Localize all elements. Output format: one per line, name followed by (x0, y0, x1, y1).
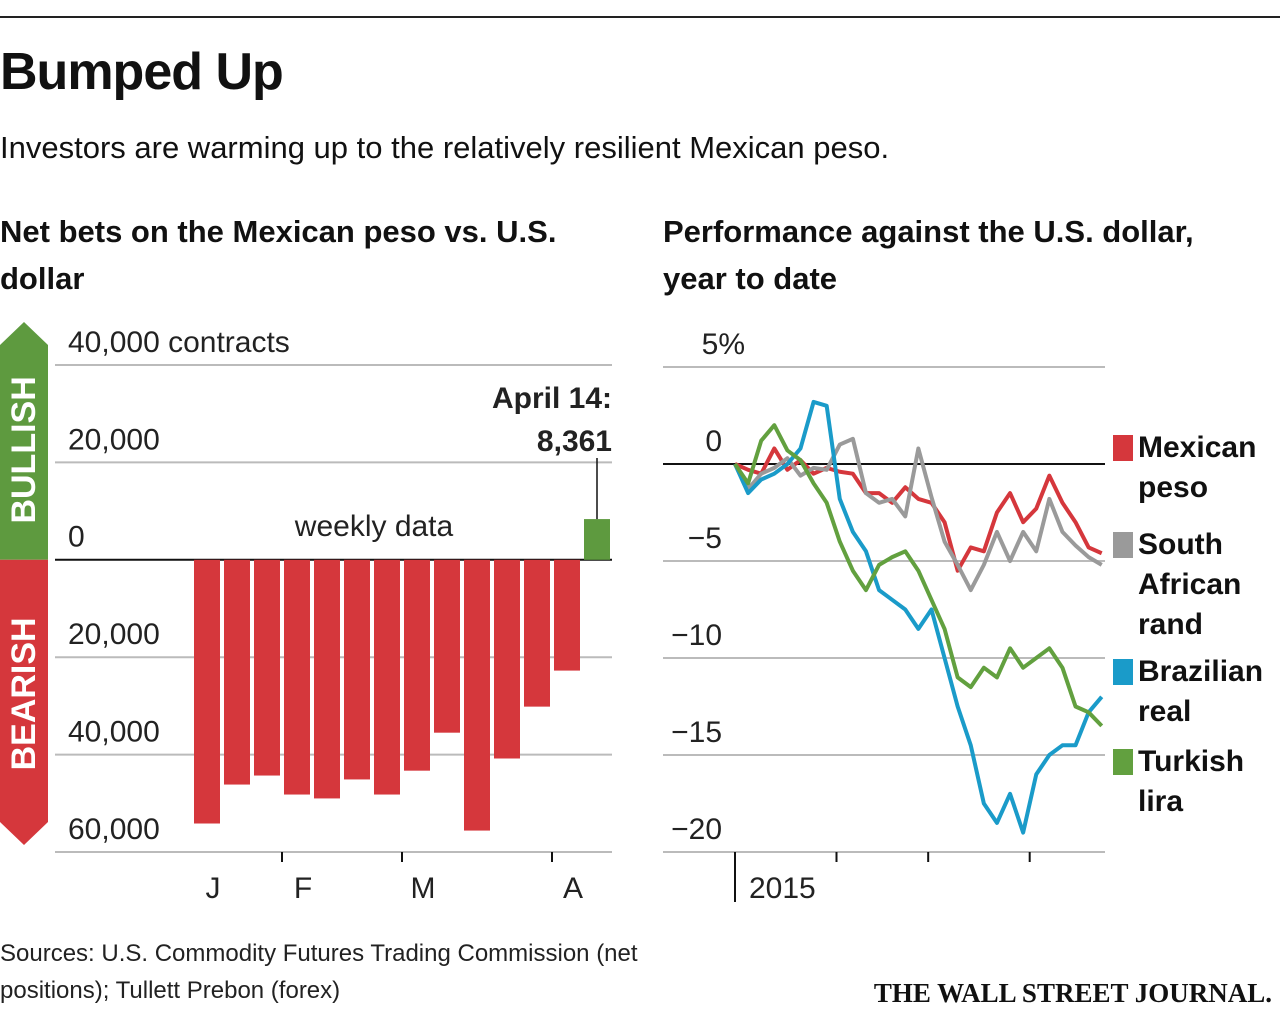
line (733, 423, 1104, 728)
bar (224, 559, 250, 785)
bar (254, 559, 280, 776)
line (733, 436, 1103, 593)
bearish-label: BEARISH (5, 617, 43, 770)
bar (494, 559, 520, 759)
x-tick-label: A (563, 872, 583, 905)
bearish-arrow (0, 559, 48, 845)
bar (314, 559, 340, 799)
bar (404, 559, 430, 771)
x-tick-label: M (411, 872, 436, 905)
y-tick-label: −20 (671, 813, 722, 846)
note: weekly data (294, 510, 454, 543)
bar (194, 559, 220, 824)
legend-label: Mexican peso (1138, 431, 1257, 504)
subtitle: Investors are warming up to the relative… (0, 130, 890, 165)
y-tick-label: −10 (671, 619, 722, 652)
legend-label: Brazilian real (1138, 655, 1264, 728)
y-tick-label: 40,000 (68, 716, 160, 749)
y-tick-label: −15 (671, 716, 722, 749)
y-tick-label: 40,000 contracts (68, 326, 290, 359)
bar (374, 559, 400, 795)
value-label: 8,361 (537, 425, 612, 458)
y-tick-label: 60,000 (68, 813, 160, 846)
top-rule (0, 16, 1280, 18)
y-tick-label: −5 (688, 522, 722, 555)
y-tick-label: 20,000 (68, 423, 160, 456)
legend-swatch (1113, 659, 1133, 685)
bullish-label: BULLISH (5, 376, 43, 523)
legend-label: Turkish lira (1138, 745, 1245, 818)
title: Bumped Up (0, 43, 284, 101)
x-tick-label: 2015 (749, 872, 816, 905)
legend-swatch (1113, 532, 1133, 558)
bar (464, 559, 490, 831)
bar (584, 519, 610, 560)
y-tick-label: 0 (68, 521, 85, 554)
bar (344, 559, 370, 780)
bullish-arrow (0, 322, 48, 560)
publisher: THE WALL STREET JOURNAL. (873, 978, 1272, 1008)
y-tick-label: 0 (705, 425, 722, 458)
line (734, 446, 1103, 573)
y-tick-label: 5% (702, 328, 745, 361)
bar (284, 559, 310, 795)
legend-swatch (1113, 749, 1133, 775)
chart-title: Net bets on the Mexican peso vs. U.S. do… (0, 214, 557, 296)
bar (554, 559, 580, 671)
bar (434, 559, 460, 733)
x-tick-label: F (294, 872, 312, 905)
x-tick-label: J (206, 872, 221, 905)
legend-label: South African rand (1138, 528, 1242, 641)
legend-swatch (1113, 435, 1133, 461)
bar (524, 559, 550, 707)
chart-title: Performance against the U.S. dollar, yea… (663, 214, 1194, 296)
y-tick-label: 20,000 (68, 618, 160, 651)
line (733, 399, 1104, 835)
source: Sources: U.S. Commodity Futures Trading … (0, 940, 638, 1004)
annotation: April 14: (492, 382, 612, 415)
